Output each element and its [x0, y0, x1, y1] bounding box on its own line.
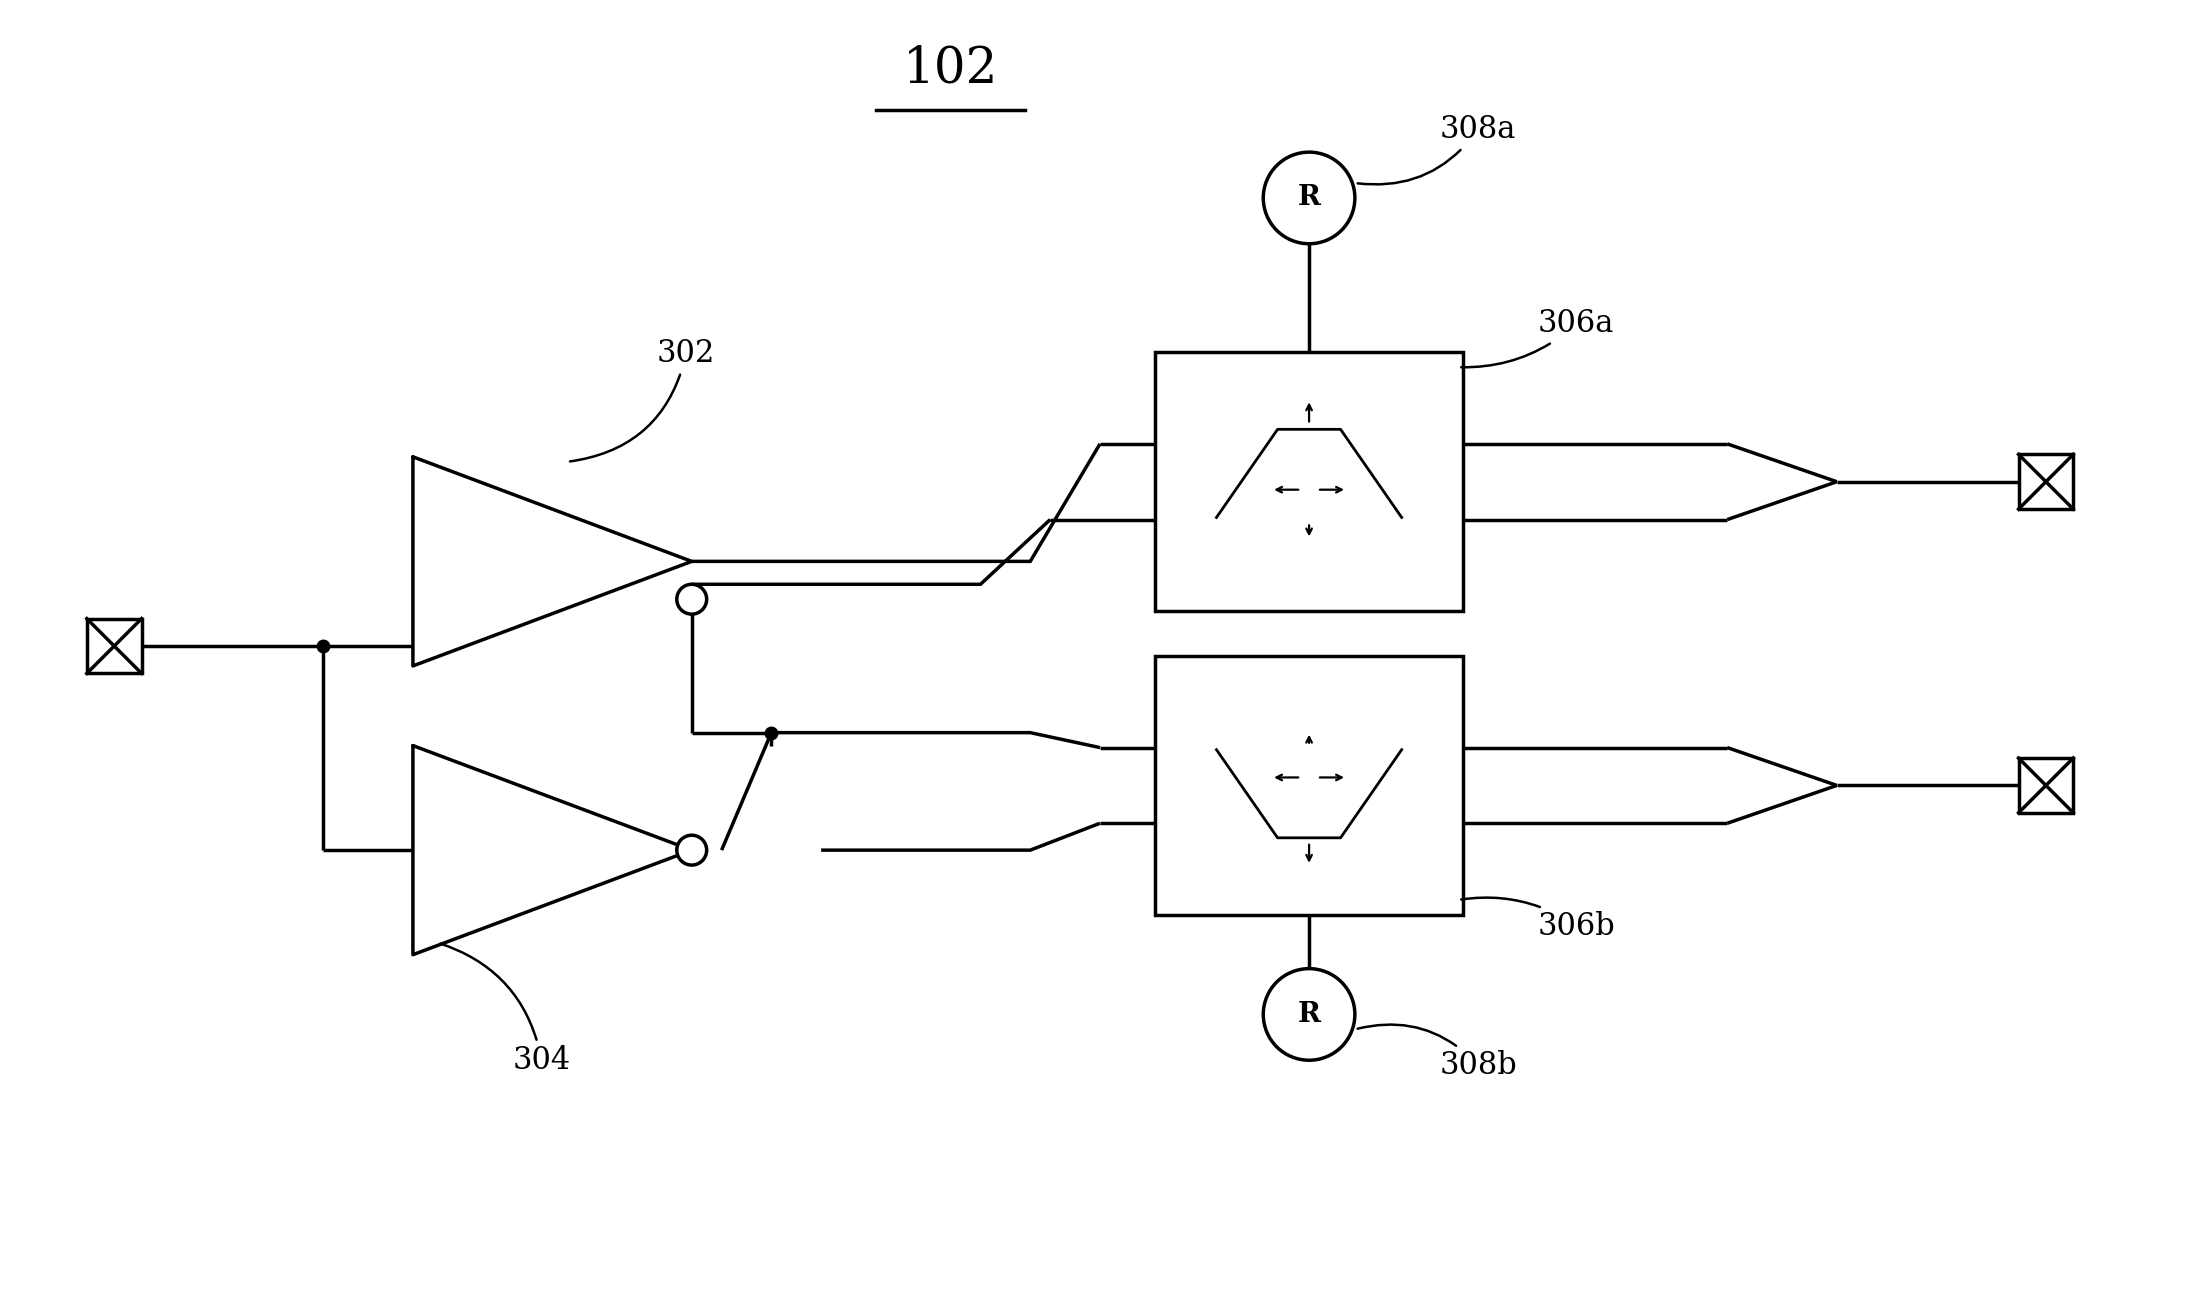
Circle shape: [1264, 152, 1356, 243]
Text: 308a: 308a: [1358, 114, 1516, 185]
Text: 308b: 308b: [1358, 1025, 1518, 1081]
Circle shape: [676, 835, 706, 865]
Bar: [1155, 353, 1463, 611]
Text: 306a: 306a: [1461, 308, 1614, 367]
Bar: [87, 619, 142, 674]
Text: 304: 304: [440, 943, 571, 1076]
Circle shape: [1264, 969, 1356, 1060]
Text: 102: 102: [903, 44, 997, 94]
Text: 302: 302: [571, 338, 715, 462]
Bar: [1155, 656, 1463, 915]
Text: R: R: [1297, 185, 1321, 212]
Text: R: R: [1297, 1000, 1321, 1028]
Bar: [2019, 454, 2073, 509]
Circle shape: [676, 584, 706, 614]
Text: 306b: 306b: [1461, 898, 1616, 942]
Bar: [2019, 758, 2073, 813]
